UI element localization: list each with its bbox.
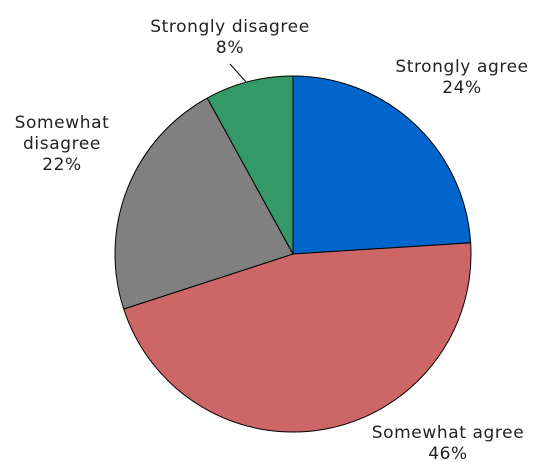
pie-slice-strongly-disagree <box>206 75 294 255</box>
pie-slices <box>114 75 472 433</box>
leader-line-strongly-disagree <box>229 63 247 83</box>
slice-percent-somewhat-disagree: 22% <box>42 155 82 175</box>
slice-percent-somewhat-agree: 46% <box>428 444 468 462</box>
slice-label-somewhat-agree: Somewhat agree 46% <box>372 423 525 462</box>
slice-label-somewhat-disagree: Somewhat disagree 22% <box>15 113 110 175</box>
pie-slice-somewhat-agree <box>123 242 472 433</box>
slice-name-somewhat-agree: Somewhat agree <box>372 423 525 443</box>
slice-name-strongly-disagree: Strongly disagree <box>150 17 310 37</box>
pie-labels: Strongly agree 24%Somewhat agree 46%Somewh… <box>15 17 528 462</box>
pie-slice-strongly-agree <box>292 75 472 255</box>
slice-percent-strongly-agree: 24% <box>442 78 482 98</box>
slice-name-somewhat-disagree: Somewhat <box>15 113 110 133</box>
slice-label-strongly-disagree: Strongly disagree 8% <box>150 17 310 58</box>
slice-name-strongly-agree: Strongly agree <box>395 57 528 77</box>
slice-name-somewhat-disagree: disagree <box>23 134 101 154</box>
pie-slice-somewhat-disagree <box>114 97 294 310</box>
slice-percent-strongly-disagree: 8% <box>216 38 244 58</box>
slice-label-strongly-agree: Strongly agree 24% <box>395 57 528 98</box>
